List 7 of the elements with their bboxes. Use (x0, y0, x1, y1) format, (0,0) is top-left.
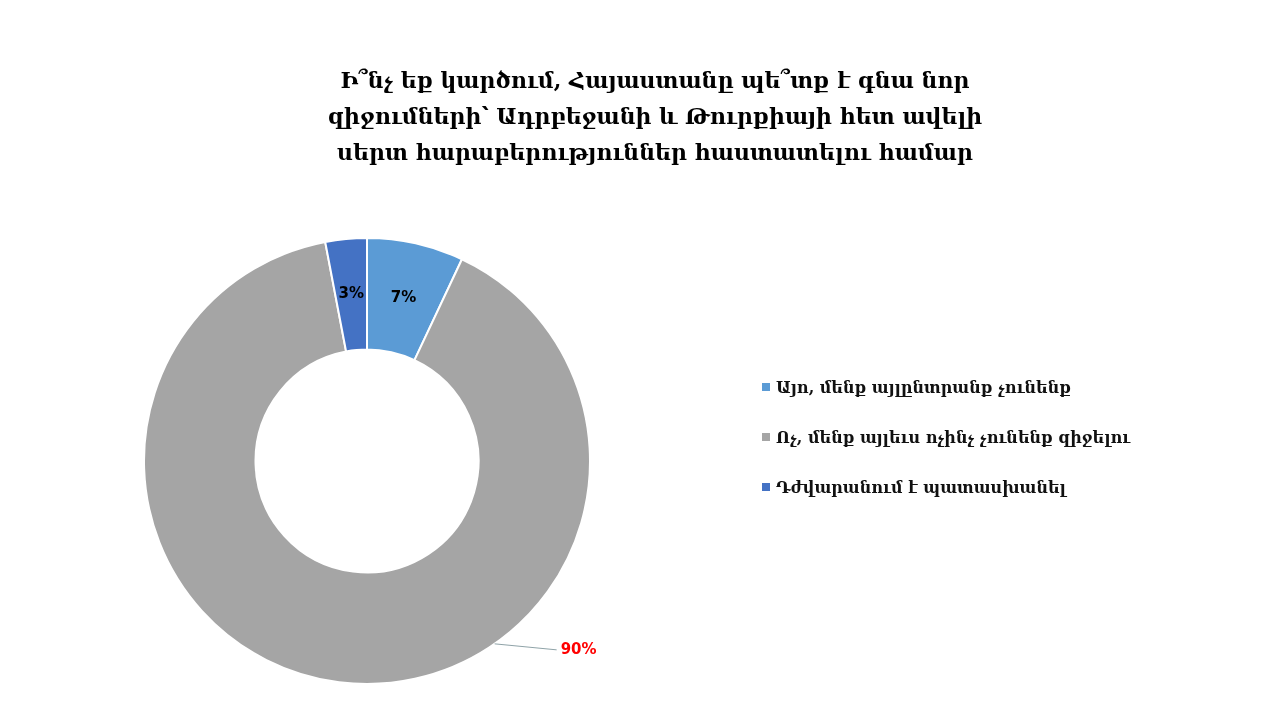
legend-label: Ոչ, մենք այլեւս ոչինչ չունենք զիջելու (776, 427, 1131, 447)
legend-label: Այո, մենք այլընտրանք չունենք (776, 377, 1071, 397)
data-label: 7% (390, 287, 417, 306)
legend-label: Դժվարանում է պատասխանել (776, 477, 1066, 497)
data-label: 90% (560, 639, 597, 658)
data-label: 3% (338, 284, 364, 303)
chart-title: Ի՞նչ եք կարծում, Հայաստանը պե՞տք է գնա նոր զիջումների՝ Ադրբեջանի և Թուրքիայի հետ ավելի սերտ հարաբերություններ հաստատելու համար (326, 66, 984, 167)
